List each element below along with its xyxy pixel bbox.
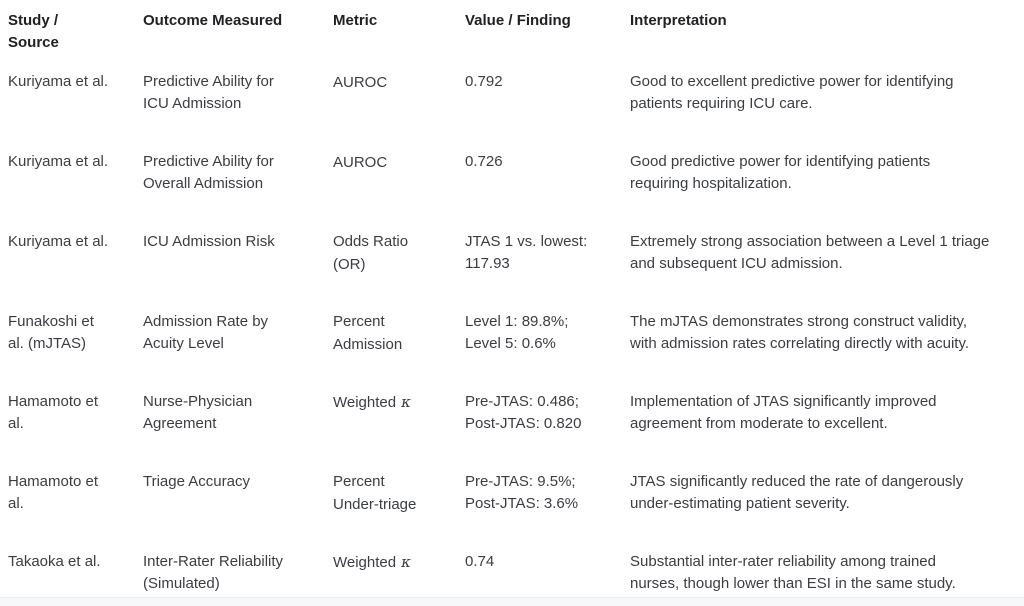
cell-value: JTAS 1 vs. lowest: 117.93	[465, 233, 588, 272]
cell-metric: Odds Ratio (OR)	[333, 231, 465, 276]
metric-text: Percent Admission	[333, 313, 403, 353]
cell-value: 0.792	[465, 73, 503, 90]
col-header-value: Value / Finding	[465, 12, 571, 29]
cell-outcome: Triage Accuracy	[143, 473, 250, 490]
table-row: Kuriyama et al. Predictive Ability for I…	[8, 71, 1024, 151]
col-header-interpretation: Interpretation	[630, 12, 727, 29]
cell-study: Kuriyama et al.	[8, 233, 109, 250]
cell-outcome: ICU Admission Risk	[143, 233, 275, 250]
cell-study: Kuriyama et al.	[8, 73, 109, 90]
table-row: Funakoshi et al. (mJTAS) Admission Rate …	[8, 311, 1024, 391]
table-header-row: Study / Source Outcome Measured Metric V…	[8, 10, 1024, 71]
cell-outcome: Predictive Ability for ICU Admission	[143, 73, 274, 112]
cell-outcome: Inter-Rater Reliability (Simulated)	[143, 553, 284, 592]
table-row: Takaoka et al. Inter-Rater Reliability (…	[8, 551, 1024, 595]
metric-text: Odds Ratio (OR)	[333, 233, 409, 273]
table-row: Kuriyama et al. ICU Admission Risk Odds …	[8, 231, 1024, 311]
bottom-divider-strip	[0, 597, 1024, 606]
cell-outcome: Admission Rate by Acuity Level	[143, 313, 269, 352]
cell-study: Kuriyama et al.	[8, 153, 109, 170]
cell-outcome: Predictive Ability for Overall Admission	[143, 153, 274, 192]
cell-study: Hamamoto et al.	[8, 473, 99, 512]
cell-value: Level 1: 89.8%; Level 5: 0.6%	[465, 313, 569, 352]
cell-interpretation: Implementation of JTAS significantly imp…	[630, 393, 937, 432]
cell-interpretation: Good predictive power for identifying pa…	[630, 153, 931, 192]
cell-interpretation: Extremely strong association between a L…	[630, 233, 990, 272]
cell-metric: Weighted κ	[333, 391, 465, 414]
col-header-metric: Metric	[333, 12, 378, 29]
cell-metric: AUROC	[333, 151, 465, 174]
cell-outcome: Nurse-Physician Agreement	[143, 393, 253, 432]
cell-metric: Percent Admission	[333, 311, 465, 356]
metric-text: AUROC	[333, 154, 388, 171]
cell-value: Pre-JTAS: 9.5%; Post-JTAS: 3.6%	[465, 473, 579, 512]
table-row: Hamamoto et al. Triage Accuracy Percent …	[8, 471, 1024, 551]
cell-study: Takaoka et al.	[8, 553, 101, 570]
cell-metric: Percent Under-triage	[333, 471, 465, 516]
kappa-symbol: κ	[401, 553, 411, 571]
cell-value: 0.726	[465, 153, 503, 170]
metric-text: Percent Under-triage	[333, 473, 417, 513]
cell-interpretation: Substantial inter-rater reliability amon…	[630, 553, 956, 592]
table-row: Hamamoto et al. Nurse-Physician Agreemen…	[8, 391, 1024, 471]
cell-value: Pre-JTAS: 0.486; Post-JTAS: 0.820	[465, 393, 582, 432]
cell-study: Hamamoto et al.	[8, 393, 99, 432]
kappa-symbol: κ	[401, 393, 411, 411]
cell-interpretation: JTAS significantly reduced the rate of d…	[630, 473, 964, 512]
col-header-study: Study / Source	[8, 12, 59, 51]
table-row: Kuriyama et al. Predictive Ability for O…	[8, 151, 1024, 231]
cell-study: Funakoshi et al. (mJTAS)	[8, 313, 94, 352]
cell-metric: Weighted κ	[333, 551, 465, 574]
metric-text: Weighted	[333, 554, 397, 571]
cell-metric: AUROC	[333, 71, 465, 94]
cell-interpretation: Good to excellent predictive power for i…	[630, 73, 954, 112]
metric-text: AUROC	[333, 74, 388, 91]
metric-text: Weighted	[333, 394, 397, 411]
col-header-outcome: Outcome Measured	[143, 12, 283, 29]
cell-value: 0.74	[465, 553, 495, 570]
cell-interpretation: The mJTAS demonstrates strong construct …	[630, 313, 970, 352]
